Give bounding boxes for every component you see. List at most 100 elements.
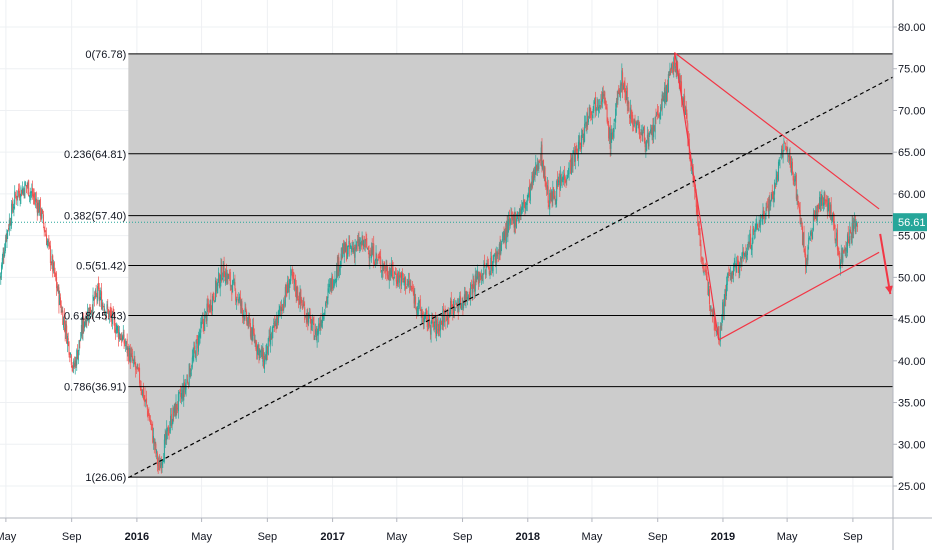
candle <box>222 272 224 281</box>
candle <box>830 197 832 222</box>
candle <box>581 128 583 154</box>
x-tick-label: May <box>191 531 212 543</box>
candle <box>700 239 702 263</box>
candle <box>624 77 626 101</box>
candle <box>47 239 49 247</box>
candle <box>177 401 179 414</box>
forecast-arrow[interactable] <box>879 233 892 295</box>
candle <box>643 126 645 134</box>
candle <box>199 329 201 344</box>
candle <box>238 292 240 304</box>
candle <box>256 344 258 360</box>
dashed-trendline[interactable] <box>128 76 894 479</box>
candle <box>849 221 851 249</box>
candle <box>96 293 98 306</box>
candle <box>710 305 712 317</box>
candle <box>744 251 746 257</box>
candle <box>35 192 37 209</box>
candle <box>732 270 734 280</box>
candle <box>381 259 383 280</box>
candle <box>531 171 533 191</box>
candle <box>714 318 716 337</box>
candle <box>424 312 426 323</box>
candle <box>31 183 33 198</box>
candle <box>754 223 756 239</box>
fibonacci-levels[interactable]: 0(76.78) 0.236(64.81) 0.382(57.40) 0.5(51.4… <box>64 49 893 484</box>
candle <box>501 232 503 243</box>
candle <box>109 306 111 318</box>
candle <box>415 293 417 310</box>
candle <box>650 124 652 134</box>
x-axis[interactable]: May Sep 2016 May Sep 2017 May Sep 2018 May Sep 2019… <box>0 518 863 543</box>
candle <box>594 97 596 105</box>
candle <box>551 191 553 208</box>
candle <box>246 317 248 326</box>
candle <box>390 267 392 281</box>
candle <box>477 271 479 290</box>
y-tick-label: 30.00 <box>898 439 926 451</box>
candle <box>135 362 137 378</box>
y-tick-label: 35.00 <box>898 398 926 410</box>
candle <box>721 314 723 331</box>
candle <box>234 274 236 292</box>
x-tick-label: Sep <box>62 531 82 543</box>
candle <box>503 226 505 245</box>
candle <box>484 269 486 280</box>
candle <box>699 228 701 247</box>
candle <box>502 230 504 244</box>
candle <box>598 98 600 114</box>
candle <box>520 206 522 221</box>
candle <box>508 209 510 231</box>
candle <box>625 85 627 101</box>
candle <box>707 279 709 296</box>
candle <box>113 308 115 326</box>
candle <box>523 199 525 208</box>
candle <box>4 234 6 254</box>
candle <box>12 203 14 213</box>
candle <box>640 124 642 136</box>
candle <box>767 196 769 219</box>
candle <box>119 333 121 341</box>
candle <box>607 117 609 126</box>
candle <box>732 262 734 283</box>
candle <box>334 270 336 286</box>
trendline[interactable] <box>718 251 880 341</box>
candle <box>798 202 800 214</box>
candle <box>92 287 94 321</box>
candle <box>566 174 568 186</box>
candle <box>201 315 203 329</box>
candle <box>242 309 244 325</box>
candle <box>610 128 612 157</box>
candle <box>111 310 113 330</box>
candle <box>674 62 676 73</box>
candle <box>541 138 543 173</box>
y-axis[interactable]: 25.00 30.00 35.00 40.00 45.00 50.00 55.00 60.00… <box>893 22 926 493</box>
trendline[interactable] <box>674 52 880 210</box>
candle <box>827 195 829 216</box>
candle <box>235 288 237 306</box>
candle <box>373 260 375 266</box>
trendline[interactable] <box>674 52 720 341</box>
candle <box>844 247 846 257</box>
candle <box>355 244 357 252</box>
candle <box>338 252 340 276</box>
candle <box>187 382 189 389</box>
candle <box>81 318 83 340</box>
candle <box>608 120 610 142</box>
candle <box>61 306 63 313</box>
fib-level-label: 1(26.06) <box>85 472 126 484</box>
candle <box>828 198 830 212</box>
candle <box>622 67 624 99</box>
drawing-tools[interactable] <box>128 52 894 479</box>
x-tick-label: Sep <box>258 531 278 543</box>
candle <box>212 291 214 302</box>
candle <box>58 284 60 314</box>
candle <box>505 220 507 250</box>
candle <box>636 120 638 134</box>
candle <box>546 177 548 195</box>
candle <box>718 326 720 345</box>
candle <box>353 241 355 254</box>
candle <box>142 389 144 398</box>
candle <box>130 347 132 363</box>
